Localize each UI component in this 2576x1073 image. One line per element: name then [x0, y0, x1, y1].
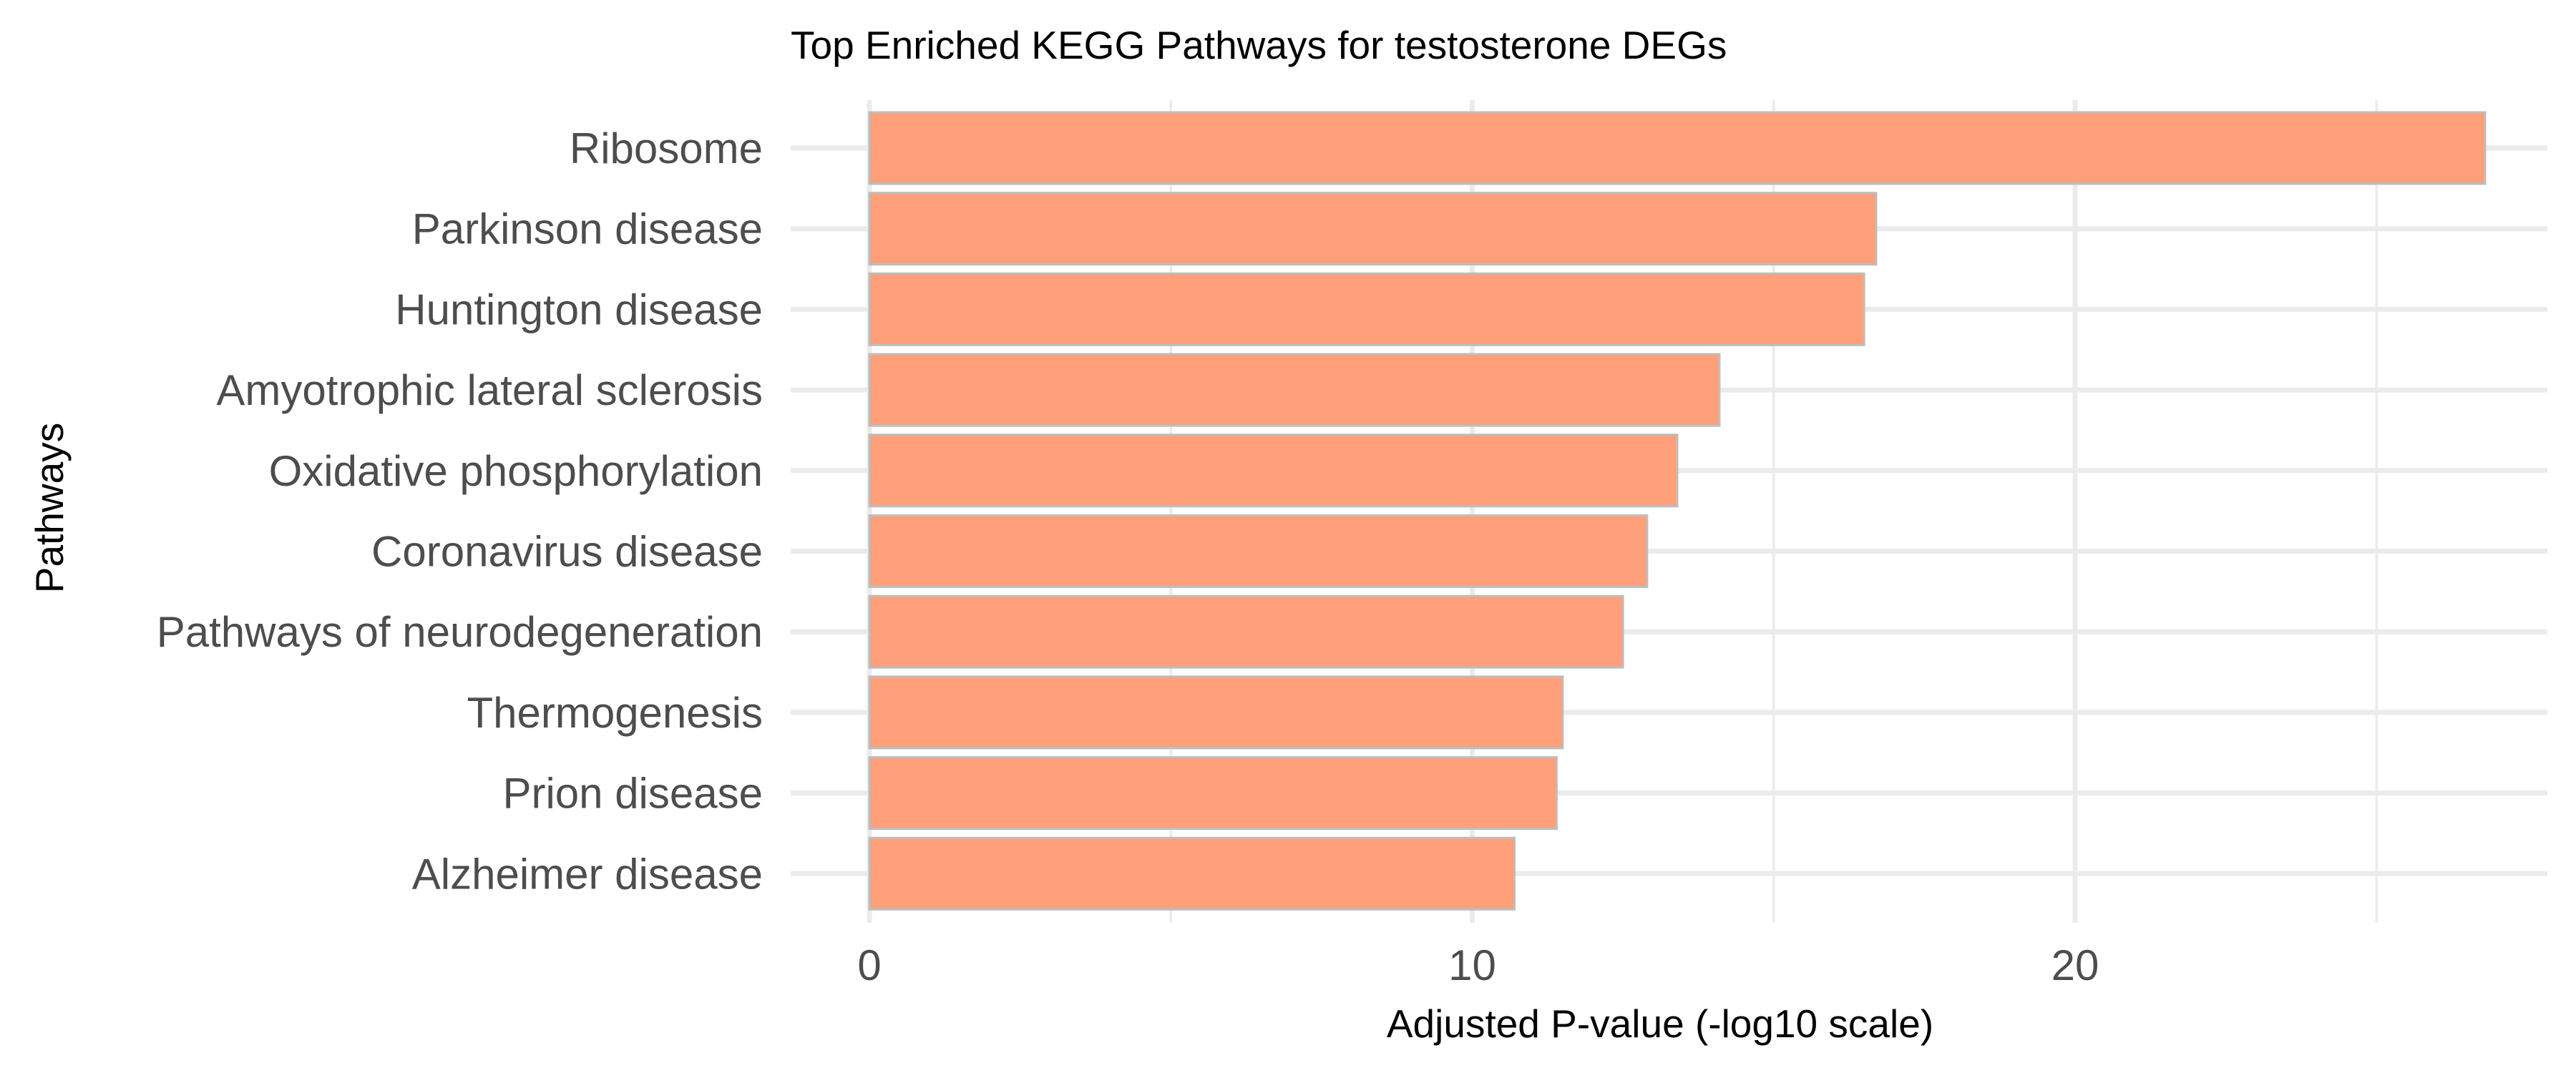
y-tick-label: Oxidative phosphorylation	[269, 447, 763, 495]
bar-7	[868, 675, 1564, 750]
bar-1	[868, 192, 1878, 266]
y-tick-label: Pathways of neurodegeneration	[157, 608, 763, 656]
bar-9	[868, 836, 1516, 911]
bar-5	[868, 514, 1649, 588]
y-tick-label: Ribosome	[570, 124, 763, 172]
tick-layer: Ribosome Parkinson disease Huntington dise…	[157, 124, 2099, 989]
x-tick-label: 20	[2051, 941, 2099, 989]
y-tick-label: Huntington disease	[395, 285, 763, 333]
bar-4	[868, 433, 1679, 508]
bar-layer	[868, 111, 2487, 911]
x-tick-label: 0	[857, 941, 881, 989]
y-tick-label: Prion disease	[502, 770, 763, 818]
x-tick-label: 10	[1448, 941, 1496, 989]
bar-8	[868, 756, 1558, 831]
y-tick-label: Thermogenesis	[467, 689, 763, 737]
x-axis-title: Adjusted P-value (-log10 scale)	[1387, 1001, 1933, 1046]
y-axis-title: Pathways	[27, 423, 72, 593]
y-tick-label: Parkinson disease	[412, 205, 763, 253]
bar-2	[868, 272, 1865, 346]
bar-0	[868, 111, 2487, 185]
bar-3	[868, 353, 1721, 427]
chart-title: Top Enriched KEGG Pathways for testoster…	[791, 23, 1727, 67]
y-tick-label: Amyotrophic lateral sclerosis	[216, 366, 763, 414]
y-tick-label: Coronavirus disease	[371, 528, 763, 576]
bar-6	[868, 594, 1624, 669]
y-tick-label: Alzheimer disease	[412, 850, 763, 898]
